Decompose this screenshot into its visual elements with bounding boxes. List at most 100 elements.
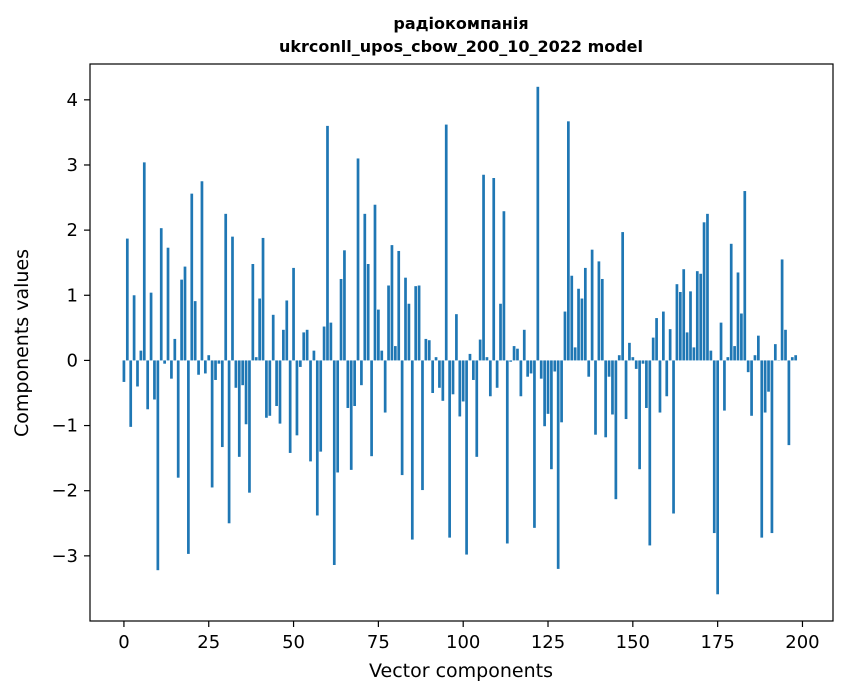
y-tick-label: 1 bbox=[67, 285, 78, 306]
bar bbox=[404, 277, 407, 361]
bar bbox=[753, 355, 757, 361]
bar bbox=[180, 279, 183, 361]
bar bbox=[224, 213, 228, 361]
y-tick-label: 4 bbox=[67, 90, 78, 111]
bar bbox=[560, 360, 563, 423]
bar bbox=[417, 285, 421, 361]
bar bbox=[424, 338, 428, 361]
bar bbox=[370, 360, 373, 457]
x-tick-label: 0 bbox=[118, 632, 129, 653]
bar bbox=[712, 360, 716, 534]
bar bbox=[302, 332, 306, 361]
bar bbox=[305, 329, 309, 361]
bar bbox=[356, 158, 360, 361]
bar bbox=[214, 360, 217, 380]
bar bbox=[136, 360, 139, 387]
bar bbox=[275, 360, 278, 407]
bar bbox=[675, 284, 679, 361]
bar bbox=[190, 193, 194, 361]
y-tick-label: 3 bbox=[67, 155, 78, 176]
bar bbox=[682, 269, 686, 361]
bar bbox=[522, 329, 526, 361]
bar bbox=[614, 360, 618, 500]
bar bbox=[329, 322, 333, 361]
bar bbox=[499, 303, 502, 361]
x-tick-label: 125 bbox=[531, 632, 565, 653]
bar bbox=[343, 250, 346, 361]
bar bbox=[282, 329, 285, 361]
bar bbox=[597, 261, 601, 361]
bar bbox=[587, 360, 591, 377]
chart-subtitle: ukrconll_upos_cbow_200_10_2022 model bbox=[279, 37, 643, 56]
bar bbox=[132, 295, 136, 361]
bar bbox=[298, 360, 302, 367]
bar bbox=[685, 332, 689, 361]
bar bbox=[577, 288, 580, 361]
bar bbox=[699, 273, 703, 361]
bar bbox=[723, 360, 726, 411]
x-tick-label: 25 bbox=[197, 632, 220, 653]
bar bbox=[258, 298, 261, 361]
bar bbox=[780, 259, 784, 361]
bar bbox=[139, 350, 143, 361]
bar bbox=[444, 124, 448, 361]
bar bbox=[234, 360, 238, 388]
bar bbox=[702, 222, 706, 361]
bar bbox=[746, 360, 750, 373]
bar bbox=[594, 360, 597, 435]
bar bbox=[638, 360, 641, 470]
bar bbox=[505, 360, 509, 544]
bar bbox=[210, 360, 214, 488]
y-tick-label: −2 bbox=[51, 481, 78, 502]
bar bbox=[397, 250, 401, 361]
bar bbox=[251, 264, 255, 361]
bar bbox=[295, 360, 299, 436]
bar bbox=[207, 355, 211, 361]
bar bbox=[288, 360, 292, 453]
bar bbox=[241, 360, 245, 386]
bar bbox=[380, 350, 384, 361]
bar bbox=[580, 298, 584, 361]
bar bbox=[485, 357, 489, 361]
bar bbox=[231, 236, 234, 361]
bar bbox=[733, 346, 736, 361]
bar bbox=[197, 360, 200, 375]
bar bbox=[763, 360, 767, 413]
bar bbox=[512, 346, 516, 361]
x-tick-label: 100 bbox=[446, 632, 480, 653]
bar bbox=[461, 360, 465, 402]
bar bbox=[339, 278, 343, 361]
bar bbox=[159, 228, 163, 361]
bar bbox=[183, 266, 187, 361]
bar bbox=[539, 360, 543, 379]
bar bbox=[651, 337, 655, 361]
x-tick-label: 75 bbox=[367, 632, 390, 653]
bar bbox=[431, 360, 435, 393]
bar bbox=[244, 360, 248, 425]
bar bbox=[472, 360, 475, 380]
bar bbox=[634, 360, 638, 369]
bar bbox=[495, 360, 499, 388]
bar bbox=[475, 360, 479, 457]
bar bbox=[353, 360, 356, 407]
bar bbox=[146, 360, 150, 410]
y-tick-label: 2 bbox=[67, 220, 78, 241]
bar bbox=[278, 360, 282, 424]
bar bbox=[309, 360, 312, 462]
bar bbox=[550, 360, 553, 470]
bar bbox=[410, 360, 414, 540]
bar bbox=[736, 272, 740, 361]
bar bbox=[193, 301, 197, 361]
bar bbox=[672, 360, 675, 514]
bar bbox=[312, 350, 316, 361]
bar bbox=[760, 360, 764, 538]
bar bbox=[434, 357, 438, 361]
bar bbox=[533, 360, 536, 528]
bar bbox=[648, 360, 652, 546]
bar bbox=[377, 309, 380, 361]
bar bbox=[773, 344, 777, 361]
bar bbox=[346, 360, 350, 408]
bar bbox=[573, 347, 577, 361]
bar bbox=[129, 360, 133, 427]
